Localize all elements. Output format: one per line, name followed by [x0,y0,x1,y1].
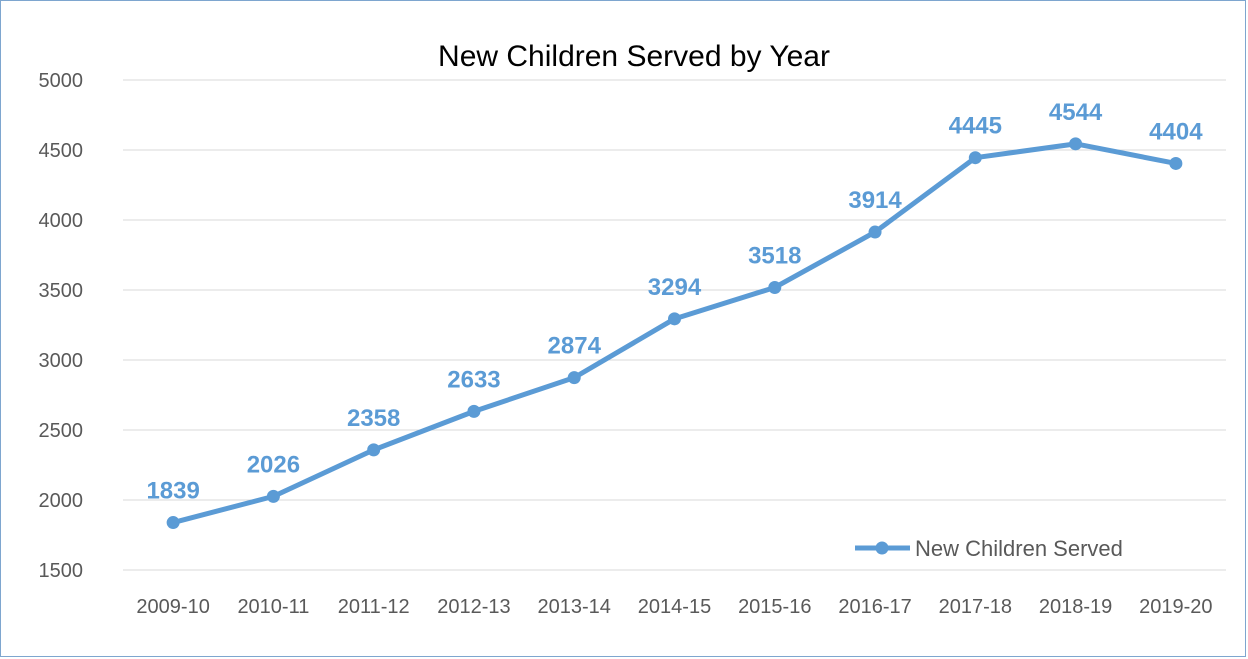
data-point-2019-20 [1169,156,1183,170]
y-tick-label: 3500 [39,280,84,302]
data-point-2013-14 [567,371,581,385]
y-axis-ticks: 1500 2000 2500 3000 3500 4000 4500 5000 [39,70,84,582]
data-label-2016-17: 3914 [848,187,902,214]
data-label-2009-10: 1839 [146,478,199,505]
data-point-2018-19 [1069,137,1083,151]
y-tick-label: 5000 [39,70,84,92]
y-tick-label: 1500 [39,560,84,582]
data-label-2011-12: 2358 [347,405,400,432]
legend: New Children Served [855,536,1123,561]
data-point-2012-13 [467,404,481,418]
x-tick-label: 2014-15 [638,596,711,618]
x-tick-label: 2015-16 [738,596,811,618]
y-tick-label: 3000 [39,350,84,372]
data-label-2013-14: 2874 [548,333,602,360]
x-tick-label: 2016-17 [838,596,911,618]
data-label-2019-20: 4404 [1149,118,1203,145]
data-point-2009-10 [166,516,180,530]
x-tick-label: 2011-12 [338,596,410,618]
y-tick-label: 2000 [39,490,84,512]
data-point-2017-18 [968,151,982,165]
x-tick-label: 2018-19 [1039,596,1112,618]
data-label-2017-18: 4445 [949,113,1002,140]
data-point-2016-17 [868,225,882,239]
data-label-2014-15: 3294 [648,274,702,301]
data-label-2010-11: 2026 [247,451,300,478]
series-layer [166,137,1183,530]
legend-marker [875,541,889,555]
data-point-2014-15 [668,312,681,326]
y-tick-label: 4000 [39,210,84,232]
data-labels: 1839 2026 2358 2633 2874 3294 3518 3914 4445 4544… [146,99,1203,505]
data-point-2015-16 [768,280,782,294]
data-point-2010-11 [266,489,280,503]
x-tick-label: 2013-14 [538,596,611,618]
x-tick-label: 2017-18 [939,596,1012,618]
data-label-2015-16: 3518 [748,242,801,269]
data-label-2012-13: 2633 [447,366,500,393]
series-line [170,141,1179,526]
x-axis-ticks: 2009-10 2010-11 2011-12 2012-13 2013-14 2014-… [136,596,1212,618]
legend-label: New Children Served [915,536,1123,561]
data-label-2018-19: 4544 [1049,99,1103,126]
y-tick-label: 4500 [39,140,84,162]
chart-title: New Children Served by Year [438,40,830,73]
x-tick-label: 2019-20 [1139,596,1212,618]
x-tick-label: 2009-10 [136,596,209,618]
data-point-2011-12 [367,443,381,457]
y-tick-label: 2500 [39,420,84,442]
x-tick-label: 2010-11 [237,596,309,618]
x-tick-label: 2012-13 [437,596,510,618]
